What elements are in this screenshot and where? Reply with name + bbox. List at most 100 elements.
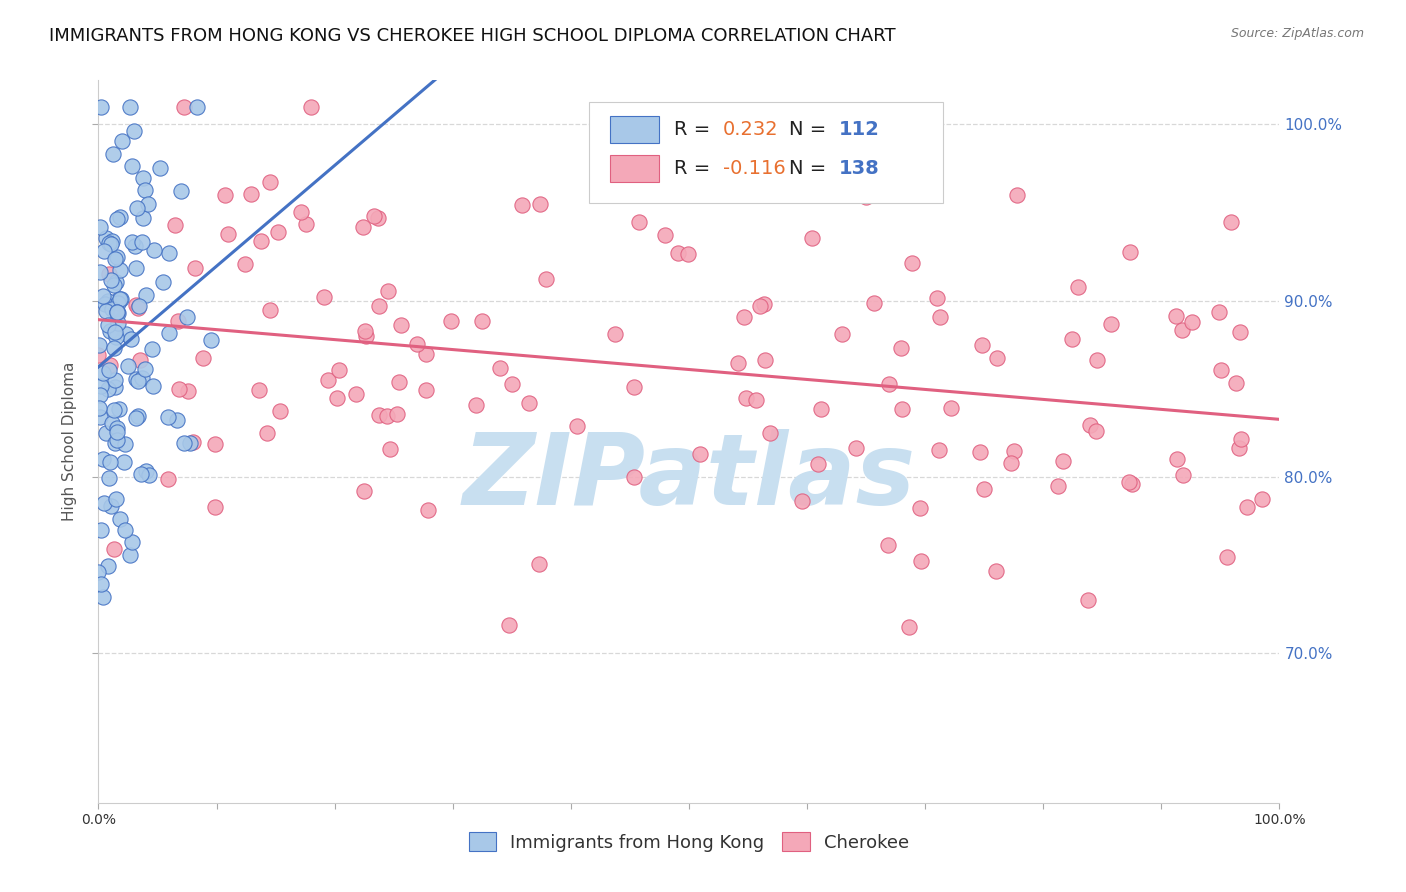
Point — [354, 324, 377, 338]
Point — [689, 446, 711, 460]
Point — [100, 236, 122, 251]
Point — [986, 351, 1008, 365]
Point — [114, 437, 136, 451]
Point — [928, 310, 950, 325]
Point — [415, 383, 437, 397]
Point — [138, 468, 160, 483]
Point — [754, 353, 776, 368]
Point — [121, 235, 143, 250]
Point — [388, 375, 411, 389]
Point — [157, 326, 180, 340]
Point — [527, 558, 550, 572]
Point — [256, 426, 278, 441]
Point — [89, 220, 111, 235]
Point — [387, 407, 409, 421]
Point — [1002, 444, 1025, 458]
Point — [267, 226, 290, 240]
Text: 112: 112 — [839, 120, 880, 139]
Point — [135, 464, 157, 478]
Point — [1067, 280, 1090, 294]
Point — [1208, 304, 1230, 318]
Point — [98, 470, 121, 484]
Point — [143, 244, 166, 258]
Point — [125, 201, 148, 215]
Point — [269, 404, 291, 418]
Point — [1118, 475, 1140, 489]
Point — [377, 284, 399, 298]
Point — [134, 184, 156, 198]
Text: -0.116: -0.116 — [723, 159, 786, 178]
Point — [108, 402, 131, 417]
Point — [170, 184, 193, 198]
Point — [100, 272, 122, 286]
Point — [110, 292, 132, 306]
Point — [167, 383, 190, 397]
Point — [316, 373, 339, 387]
Point — [104, 492, 127, 507]
Point — [125, 410, 148, 425]
Point — [464, 398, 486, 412]
Point — [127, 409, 149, 423]
Point — [440, 314, 463, 328]
Point — [166, 413, 188, 427]
Point — [1171, 323, 1194, 337]
Point — [1060, 332, 1083, 346]
Point — [105, 330, 128, 344]
Point — [112, 455, 135, 469]
Point — [157, 246, 180, 260]
Point — [105, 433, 128, 447]
Point — [105, 250, 128, 264]
Point — [363, 209, 385, 223]
Point — [179, 435, 201, 450]
Text: IMMIGRANTS FROM HONG KONG VS CHEROKEE HIGH SCHOOL DIPLOMA CORRELATION CHART: IMMIGRANTS FROM HONG KONG VS CHEROKEE HI… — [49, 27, 896, 45]
Point — [890, 341, 912, 355]
Point — [135, 288, 157, 302]
Point — [368, 299, 391, 313]
Point — [103, 541, 125, 556]
Point — [1181, 315, 1204, 329]
Point — [125, 261, 148, 276]
Point — [97, 559, 120, 574]
Point — [1078, 417, 1101, 432]
Point — [128, 353, 150, 368]
Point — [727, 355, 749, 369]
Point — [93, 496, 115, 510]
Point — [89, 388, 111, 402]
Text: 138: 138 — [839, 159, 880, 178]
Point — [295, 217, 318, 231]
Point — [110, 262, 132, 277]
Point — [110, 211, 132, 225]
Point — [249, 384, 271, 398]
Point — [1005, 188, 1028, 202]
Point — [259, 303, 281, 318]
Point — [973, 483, 995, 497]
Point — [1121, 477, 1143, 491]
Point — [132, 211, 155, 225]
Point — [111, 134, 134, 148]
Point — [745, 393, 768, 408]
Point — [117, 359, 139, 373]
Point — [131, 371, 153, 385]
Point — [107, 425, 129, 439]
Point — [1229, 433, 1251, 447]
Point — [107, 316, 129, 330]
Point — [105, 276, 128, 290]
Text: R =: R = — [673, 120, 716, 139]
Point — [510, 198, 533, 212]
Point — [97, 267, 120, 281]
Point — [204, 500, 226, 515]
Point — [98, 455, 121, 469]
Point — [1099, 317, 1122, 331]
Point — [536, 271, 558, 285]
Point — [529, 197, 551, 211]
Point — [749, 299, 772, 313]
Point — [173, 100, 195, 114]
Point — [501, 376, 523, 391]
Point — [93, 244, 115, 258]
Point — [217, 227, 239, 241]
Point — [759, 425, 782, 440]
Point — [623, 469, 645, 483]
Point — [1119, 245, 1142, 260]
FancyBboxPatch shape — [589, 102, 943, 203]
Point — [136, 197, 159, 211]
